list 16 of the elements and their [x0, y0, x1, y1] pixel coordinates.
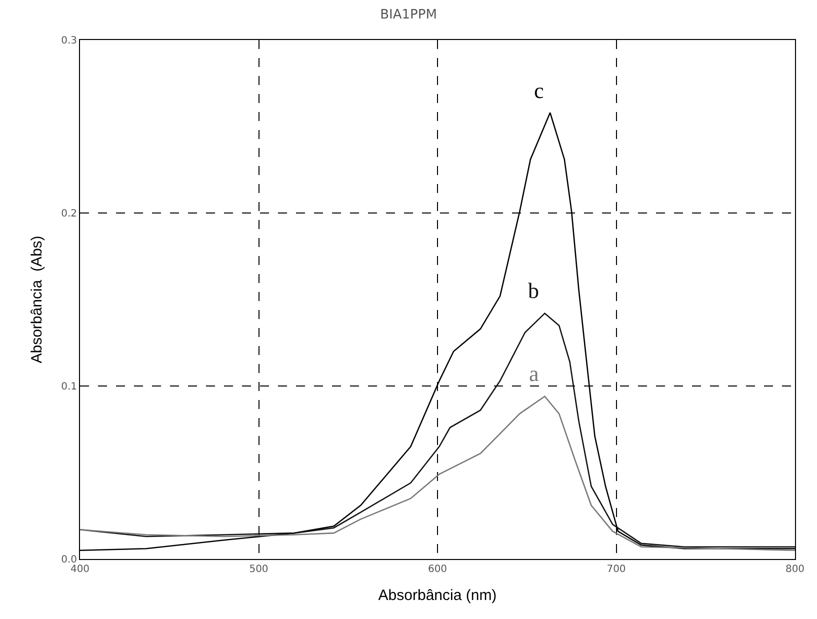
y-tick-label: 0.3 — [61, 36, 77, 46]
series-label: c — [534, 78, 544, 103]
x-tick-label: 400 — [70, 564, 90, 575]
x-axis-title: Absorbância (nm) — [378, 587, 497, 604]
y-tick-label: 0.2 — [61, 208, 77, 220]
x-tick-label: 500 — [249, 564, 268, 575]
line-series — [80, 396, 795, 551]
x-tick-label: 600 — [428, 564, 448, 575]
x-tick-label: 700 — [606, 564, 626, 575]
x-tick-label: 800 — [785, 564, 805, 575]
series-label: a — [529, 361, 539, 386]
y-axis-title: Absorbância (Abs) — [28, 236, 46, 364]
series-label: b — [528, 278, 539, 303]
y-tick-label: 0.0 — [61, 554, 77, 566]
chart-title: BIA1PPM — [380, 7, 437, 22]
y-tick-label: 0.1 — [61, 382, 77, 392]
